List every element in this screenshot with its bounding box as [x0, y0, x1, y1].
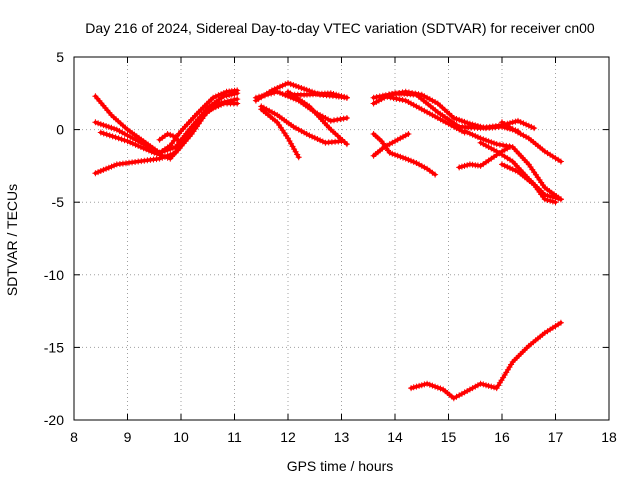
y-tick-label: -20 [44, 412, 64, 428]
series-arc-17 [456, 144, 513, 171]
series-line [286, 90, 349, 146]
x-tick-label: 18 [601, 429, 617, 445]
series-arc-11 [282, 90, 350, 101]
x-tick-label: 14 [387, 429, 403, 445]
series-arc-20 [499, 161, 559, 206]
series-markers [408, 319, 564, 402]
y-tick-label: 5 [56, 49, 64, 65]
x-tick-label: 12 [280, 429, 296, 445]
y-tick-label: -5 [52, 194, 65, 210]
x-tick-label: 10 [173, 429, 189, 445]
x-axis-label: GPS time / hours [287, 458, 394, 474]
y-axis-label: SDTVAR / TECUs [4, 184, 20, 296]
series-markers [156, 131, 184, 148]
series-markers [381, 93, 468, 136]
series-arc-22 [408, 319, 564, 402]
x-tick-label: 17 [548, 429, 564, 445]
series-markers [499, 161, 559, 206]
series-markers [499, 119, 564, 165]
x-tick-label: 16 [494, 429, 510, 445]
series-arc-9 [258, 106, 302, 161]
y-tick-label: -10 [44, 267, 64, 283]
series-markers [461, 128, 564, 203]
axis-ticks: 8 9 10 11 12 13 14 15 16 17 18 5 0 -5 -10 -15 -20 [44, 49, 617, 445]
series-arc-16 [370, 131, 412, 159]
series-markers [258, 106, 302, 161]
chart-title: Day 216 of 2024, Sidereal Day-to-day VTE… [85, 20, 595, 36]
y-tick-label: -15 [44, 339, 64, 355]
series-markers [370, 131, 412, 159]
series-arc-4 [92, 100, 241, 177]
x-tick-label: 8 [70, 429, 78, 445]
series-arc-21 [499, 119, 564, 165]
series-arc-5 [156, 131, 184, 148]
series-markers [282, 90, 350, 101]
y-tick-label: 0 [56, 122, 64, 138]
x-tick-label: 9 [124, 429, 132, 445]
x-tick-label: 11 [227, 429, 242, 445]
series-arc-14 [381, 93, 468, 136]
x-tick-label: 13 [334, 429, 350, 445]
data-series [92, 80, 564, 402]
series-arc-18 [461, 128, 564, 203]
x-tick-label: 15 [441, 429, 457, 445]
series-markers [92, 100, 241, 177]
